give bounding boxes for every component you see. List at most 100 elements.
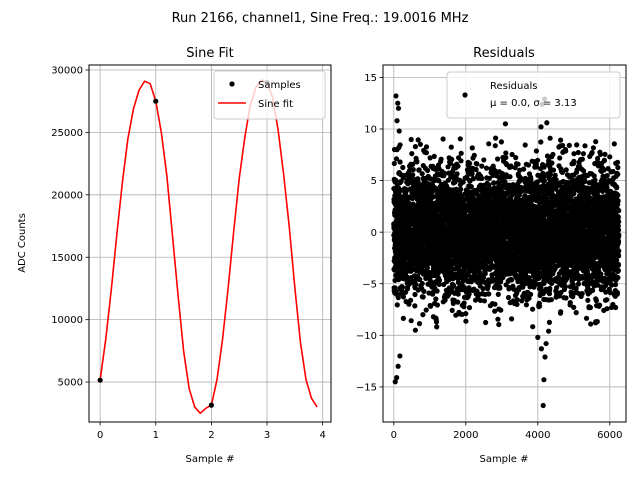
residual-point bbox=[461, 285, 467, 291]
residual-point bbox=[549, 160, 555, 166]
residuals-series bbox=[391, 93, 622, 409]
residual-point bbox=[495, 291, 501, 297]
residual-point bbox=[423, 144, 430, 150]
ax0-x-tick-label: 0 bbox=[97, 430, 103, 441]
residual-point bbox=[493, 135, 499, 141]
residual-point bbox=[413, 281, 419, 288]
residual-point bbox=[563, 167, 569, 173]
residual-point bbox=[550, 151, 556, 158]
residual-point bbox=[436, 178, 442, 184]
residual-point bbox=[455, 299, 461, 305]
residual-point bbox=[458, 158, 464, 164]
ax0-y-tick-label: 10000 bbox=[51, 315, 83, 326]
residual-point bbox=[410, 172, 416, 178]
residual-point bbox=[528, 176, 534, 182]
residual-point bbox=[525, 162, 532, 168]
residual-point bbox=[474, 161, 480, 167]
residual-point bbox=[400, 315, 406, 321]
residual-point bbox=[430, 289, 436, 295]
legend-samples-label: Samples bbox=[258, 80, 301, 91]
residual-point bbox=[483, 319, 489, 326]
sine-fit-legend: Samples Sine fit bbox=[213, 70, 326, 120]
residual-point bbox=[547, 285, 553, 291]
residual-point bbox=[424, 273, 430, 279]
sine-fit-line bbox=[99, 79, 318, 415]
residual-point bbox=[563, 295, 569, 301]
residual-point bbox=[523, 269, 529, 276]
residual-point bbox=[434, 288, 440, 294]
sample-point bbox=[153, 98, 159, 104]
residual-point bbox=[514, 301, 520, 307]
residual-point bbox=[469, 145, 475, 151]
residual-point bbox=[498, 139, 504, 145]
residual-point bbox=[455, 163, 461, 169]
residual-point bbox=[457, 136, 463, 142]
residual-point bbox=[395, 295, 401, 301]
residual-point bbox=[448, 144, 454, 150]
residual-point bbox=[416, 321, 423, 327]
residual-point bbox=[423, 150, 429, 156]
ax0-y-tick-label: 25000 bbox=[51, 128, 83, 139]
residual-point bbox=[491, 180, 497, 186]
ax0-x-tick-label: 2 bbox=[208, 430, 214, 441]
residual-point bbox=[399, 284, 406, 290]
residual-point bbox=[522, 142, 528, 148]
residual-point bbox=[507, 174, 513, 180]
residual-point bbox=[416, 167, 422, 173]
residual-point bbox=[469, 171, 475, 177]
residual-point bbox=[468, 184, 474, 190]
residual-point bbox=[434, 324, 440, 330]
sine-fit-series bbox=[99, 79, 318, 415]
residual-point bbox=[451, 283, 457, 289]
residual-point bbox=[404, 286, 411, 292]
residual-point bbox=[428, 303, 434, 309]
residual-point bbox=[546, 319, 553, 325]
sine-fit-legend-box bbox=[213, 70, 326, 120]
residual-point bbox=[528, 291, 534, 297]
residual-point bbox=[558, 137, 564, 143]
residual-point bbox=[530, 306, 536, 312]
residual-point bbox=[562, 284, 569, 290]
residual-point bbox=[495, 156, 501, 162]
ax0-y-tick-label: 30000 bbox=[51, 66, 83, 77]
residual-point bbox=[408, 318, 414, 324]
residual-point bbox=[550, 167, 557, 173]
residual-point bbox=[433, 296, 439, 302]
residual-point bbox=[482, 271, 488, 277]
residual-point bbox=[393, 156, 400, 162]
residual-point bbox=[397, 142, 403, 148]
residual-point bbox=[425, 167, 431, 174]
residual-point bbox=[424, 265, 430, 271]
ax0-y-tick-label: 15000 bbox=[51, 253, 83, 264]
residual-point bbox=[479, 175, 485, 181]
residual-point bbox=[458, 150, 464, 156]
residual-point bbox=[420, 294, 426, 300]
residual-point bbox=[400, 164, 406, 171]
residual-point bbox=[537, 303, 543, 309]
residual-point bbox=[427, 155, 433, 161]
sine-fit-grid bbox=[89, 65, 331, 422]
residual-point bbox=[503, 150, 509, 156]
residual-point bbox=[486, 141, 492, 147]
residual-point bbox=[479, 163, 485, 169]
residual-point bbox=[412, 144, 418, 150]
residual-point bbox=[530, 324, 536, 330]
residual-point bbox=[535, 157, 541, 163]
sample-point bbox=[208, 402, 214, 408]
residual-point bbox=[467, 160, 473, 167]
residual-point bbox=[538, 139, 544, 145]
residual-point bbox=[412, 303, 418, 309]
residual-point bbox=[509, 277, 515, 283]
sine-fit-frame bbox=[88, 64, 332, 423]
residual-point bbox=[513, 155, 519, 161]
residual-point bbox=[463, 318, 469, 324]
residual-point bbox=[449, 156, 455, 162]
residual-point bbox=[408, 136, 414, 143]
residual-point bbox=[392, 285, 398, 291]
residual-point bbox=[431, 153, 437, 159]
residual-point bbox=[498, 307, 504, 313]
residual-point bbox=[421, 288, 427, 294]
figure-suptitle: Run 2166, channel1, Sine Freq.: 19.0016 … bbox=[172, 11, 469, 26]
